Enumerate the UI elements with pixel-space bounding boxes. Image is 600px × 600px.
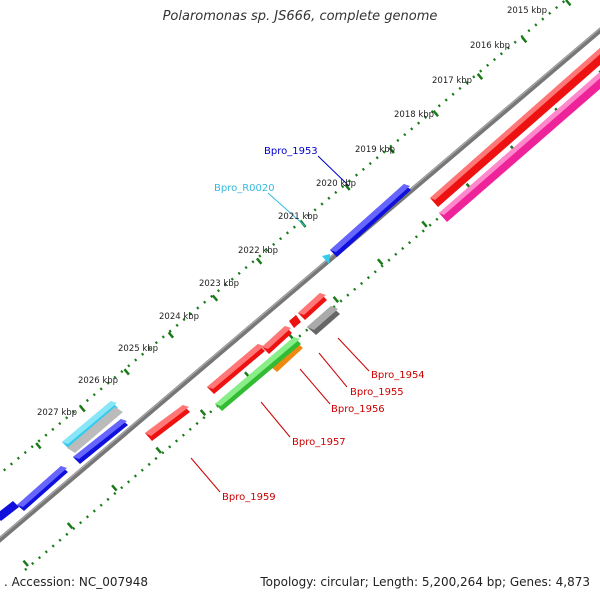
scale-tick [432, 109, 439, 117]
scale-label: 2020 kbp [316, 179, 356, 189]
scale-tick [332, 296, 340, 303]
scale-tick [22, 559, 29, 567]
outer-scale-line [0, 0, 568, 476]
gene-pink[interactable] [439, 72, 600, 222]
scale-labels: 2015 kbp 2016 kbp 2017 kbp 2018 kbp 2019… [37, 6, 547, 418]
leader-bpro-1954 [337, 337, 370, 372]
scale-label: 2015 kbp [507, 6, 547, 16]
gene-bpro-1957-green[interactable] [215, 337, 301, 411]
inner-scale-ticks [22, 70, 600, 567]
scale-label: 2024 kbp [159, 312, 199, 322]
scale-label: 2023 kbp [199, 279, 239, 289]
scale-tick [388, 146, 395, 154]
gene-label-bpro-1957[interactable]: Bpro_1957 [292, 437, 346, 448]
gene-red-small-2[interactable] [289, 315, 301, 328]
gene-labels: Bpro_1953 Bpro_R0020 Bpro_1954 Bpro_1955… [214, 146, 425, 503]
scale-tick [111, 484, 118, 492]
scale-tick [167, 331, 175, 339]
leader-bpro-r0020 [267, 192, 306, 227]
scale-tick [520, 36, 528, 44]
gene-reverse-large[interactable] [430, 48, 600, 207]
genome-backbone-highlight [0, 27, 600, 539]
gene-red-mid[interactable] [262, 326, 292, 354]
scale-tick [123, 368, 130, 376]
gene-forward-3[interactable] [17, 466, 68, 511]
gene-bpro-r0020[interactable] [62, 401, 123, 453]
scale-tick [211, 294, 219, 302]
gene-bpro-1954[interactable] [307, 306, 340, 335]
accession-text: . Accession: NC_007948 [4, 575, 149, 589]
scale-tick [155, 446, 162, 454]
scale-tick [255, 257, 263, 265]
scale-label: 2026 kbp [78, 376, 118, 386]
leader-bpro-1957 [260, 401, 291, 438]
scale-tick [476, 73, 484, 81]
gene-bpro-1955[interactable] [207, 344, 265, 394]
gene-label-bpro-1956[interactable]: Bpro_1956 [331, 404, 385, 415]
scale-label: 2016 kbp [470, 41, 510, 51]
map-title: Polaromonas sp. JS666, complete genome [162, 9, 438, 24]
gene-label-bpro-1953[interactable]: Bpro_1953 [264, 146, 318, 157]
gene-red-small-1[interactable] [298, 293, 327, 320]
scale-tick [66, 522, 74, 530]
gene-bpro-1956-orange[interactable] [270, 342, 303, 372]
scale-label: 2021 kbp [278, 212, 318, 222]
scale-tick [376, 258, 384, 266]
rrna-marker [322, 254, 330, 264]
leader-bpro-1953 [317, 155, 350, 187]
scale-tick [344, 183, 351, 191]
gene-label-bpro-1955[interactable]: Bpro_1955 [350, 387, 404, 398]
genome-backbone [0, 27, 600, 543]
gene-forward-2[interactable] [73, 419, 128, 464]
scale-label: 2027 kbp [37, 408, 77, 418]
topology-text: Topology: circular; Length: 5,200,264 bp… [260, 575, 590, 589]
scale-tick [35, 442, 42, 450]
scale-tick [421, 220, 428, 228]
scale-tick [79, 405, 86, 413]
leader-bpro-1959 [190, 457, 221, 493]
leader-bpro-1955 [318, 352, 348, 388]
gene-label-bpro-1959[interactable]: Bpro_1959 [222, 492, 276, 503]
scale-tick [565, 0, 572, 7]
scale-tick [199, 409, 207, 417]
scale-label: 2019 kbp [355, 145, 395, 155]
scale-label: 2022 kbp [238, 246, 278, 256]
gene-bpro-1959[interactable] [145, 405, 190, 441]
gene-label-bpro-1954[interactable]: Bpro_1954 [371, 370, 425, 381]
scale-label: 2025 kbp [118, 344, 158, 354]
gene-forward-4[interactable] [0, 501, 19, 521]
outer-scale-ticks [35, 0, 572, 450]
scale-label: 2017 kbp [432, 76, 472, 86]
scale-label: 2018 kbp [394, 110, 434, 120]
gene-bpro-1953[interactable] [330, 184, 411, 257]
gene-label-bpro-r0020[interactable]: Bpro_R0020 [214, 183, 275, 194]
leader-bpro-1956 [299, 368, 331, 405]
